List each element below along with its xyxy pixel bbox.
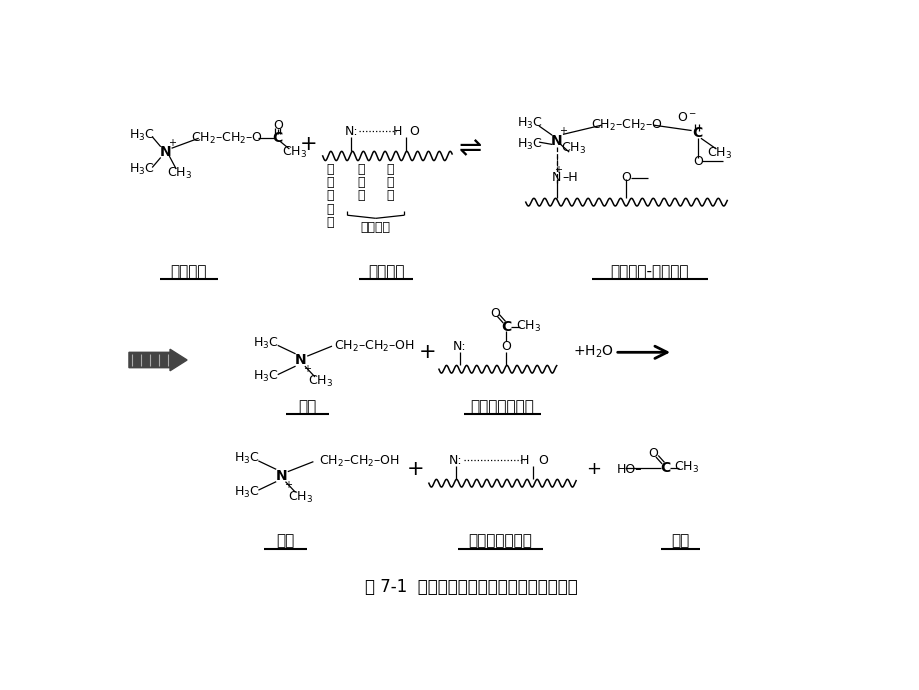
Text: ⇌: ⇌ bbox=[458, 135, 481, 162]
Text: N: N bbox=[550, 134, 562, 148]
Text: 酯解部位: 酯解部位 bbox=[360, 221, 391, 234]
Text: H$_3$C: H$_3$C bbox=[233, 485, 259, 500]
FancyArrow shape bbox=[129, 349, 187, 371]
Text: 复活的胆碱酯酶: 复活的胆碱酯酶 bbox=[468, 533, 531, 549]
Text: H: H bbox=[391, 125, 402, 138]
Text: 阴: 阴 bbox=[326, 164, 334, 177]
Text: O: O bbox=[621, 171, 630, 184]
Text: H$_3$C: H$_3$C bbox=[253, 369, 278, 384]
Text: CH$_3$: CH$_3$ bbox=[561, 141, 585, 156]
Text: H$_3$C: H$_3$C bbox=[516, 137, 542, 152]
Text: 胆碱: 胆碱 bbox=[298, 399, 316, 414]
Text: N:: N: bbox=[452, 339, 466, 353]
Text: N: N bbox=[295, 353, 306, 367]
Text: O: O bbox=[489, 306, 499, 319]
Text: O: O bbox=[648, 447, 658, 460]
Text: +: + bbox=[303, 364, 311, 374]
Text: +H$_2$O: +H$_2$O bbox=[573, 344, 613, 360]
Text: +: + bbox=[553, 165, 562, 175]
Text: +: + bbox=[559, 126, 566, 137]
Text: +: + bbox=[300, 135, 317, 155]
Text: +: + bbox=[406, 460, 424, 480]
Text: O$^-$: O$^-$ bbox=[676, 111, 697, 124]
Text: 子: 子 bbox=[326, 190, 334, 202]
Text: CH$_2$–CH$_2$–O: CH$_2$–CH$_2$–O bbox=[590, 117, 662, 132]
Text: –H: –H bbox=[562, 171, 578, 184]
Text: 酸: 酸 bbox=[386, 190, 393, 202]
Text: N: N bbox=[276, 469, 287, 482]
Text: 位: 位 bbox=[326, 216, 334, 228]
Text: O: O bbox=[501, 339, 511, 353]
Text: 氨: 氨 bbox=[357, 177, 365, 189]
Text: O: O bbox=[409, 125, 419, 138]
Text: 乙酰胆碱-酶复合物: 乙酰胆碱-酶复合物 bbox=[610, 264, 688, 279]
Text: O: O bbox=[273, 119, 282, 132]
Text: 氨: 氨 bbox=[386, 177, 393, 189]
Text: CH$_3$: CH$_3$ bbox=[706, 146, 732, 161]
Text: N:: N: bbox=[345, 125, 357, 138]
Text: 组: 组 bbox=[386, 164, 393, 177]
Text: 胆碱: 胆碱 bbox=[276, 533, 294, 549]
Text: 丝: 丝 bbox=[357, 164, 365, 177]
Text: CH$_3$: CH$_3$ bbox=[289, 489, 313, 504]
Text: O: O bbox=[692, 155, 702, 168]
Text: C: C bbox=[272, 131, 282, 145]
Text: H: H bbox=[519, 453, 529, 466]
Text: CH$_3$: CH$_3$ bbox=[166, 166, 192, 181]
Text: CH$_3$: CH$_3$ bbox=[282, 144, 307, 159]
Text: +: + bbox=[418, 342, 436, 362]
Text: CH$_2$–CH$_2$–O: CH$_2$–CH$_2$–O bbox=[191, 130, 263, 146]
Text: HO–: HO– bbox=[617, 463, 642, 476]
Text: 乙酰化胆碱酯酶: 乙酰化胆碱酯酶 bbox=[470, 399, 534, 414]
Text: 酸: 酸 bbox=[357, 190, 365, 202]
Text: CH$_2$–CH$_2$–OH: CH$_2$–CH$_2$–OH bbox=[318, 454, 399, 469]
Text: H$_3$C: H$_3$C bbox=[130, 128, 154, 143]
Text: O: O bbox=[538, 453, 548, 466]
Text: 乙酰胆碱: 乙酰胆碱 bbox=[170, 264, 207, 279]
Text: H$_3$C: H$_3$C bbox=[253, 335, 278, 351]
Text: +: + bbox=[284, 480, 291, 490]
Text: CH$_3$: CH$_3$ bbox=[515, 319, 540, 335]
Text: N: N bbox=[159, 145, 171, 159]
Text: 部: 部 bbox=[326, 203, 334, 215]
Text: 乙酸: 乙酸 bbox=[671, 533, 689, 549]
Text: H$_3$C: H$_3$C bbox=[130, 161, 154, 177]
Text: H$_3$C: H$_3$C bbox=[233, 451, 259, 466]
Text: 图 7-1  胆碱酯酶水解乙酰胆碱过程的示意图: 图 7-1 胆碱酯酶水解乙酰胆碱过程的示意图 bbox=[365, 578, 577, 596]
Text: H$_3$C: H$_3$C bbox=[516, 116, 542, 131]
Text: +: + bbox=[585, 460, 601, 478]
Text: C: C bbox=[692, 126, 702, 140]
Text: 离: 离 bbox=[326, 177, 334, 189]
Text: N: N bbox=[551, 171, 561, 184]
Text: CH$_2$–CH$_2$–OH: CH$_2$–CH$_2$–OH bbox=[334, 339, 414, 354]
Text: N:: N: bbox=[448, 453, 462, 466]
Text: +: + bbox=[167, 138, 176, 148]
Text: 胆碱酯酶: 胆碱酯酶 bbox=[368, 264, 404, 279]
Text: CH$_3$: CH$_3$ bbox=[308, 374, 333, 389]
Text: CH$_3$: CH$_3$ bbox=[674, 460, 698, 475]
Text: C: C bbox=[660, 461, 670, 475]
Text: C: C bbox=[501, 320, 511, 334]
